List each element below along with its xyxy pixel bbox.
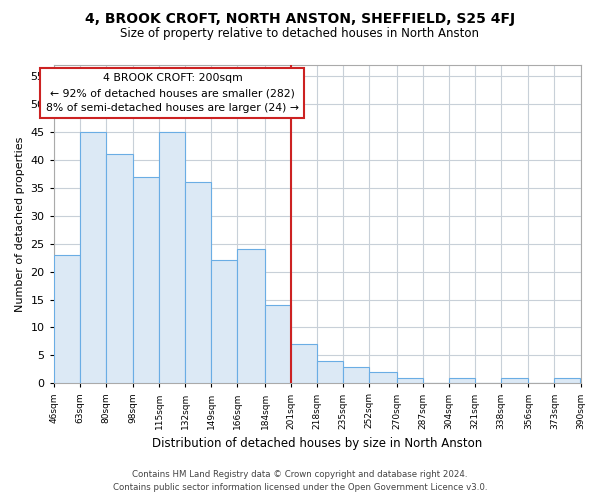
X-axis label: Distribution of detached houses by size in North Anston: Distribution of detached houses by size … [152,437,482,450]
Bar [369,372,397,384]
Text: 4, BROOK CROFT, NORTH ANSTON, SHEFFIELD, S25 4FJ: 4, BROOK CROFT, NORTH ANSTON, SHEFFIELD,… [85,12,515,26]
Bar [291,344,317,384]
Text: 4 BROOK CROFT: 200sqm
← 92% of detached houses are smaller (282)
8% of semi-deta: 4 BROOK CROFT: 200sqm ← 92% of detached … [46,74,299,113]
Bar [501,378,529,384]
Text: Size of property relative to detached houses in North Anston: Size of property relative to detached ho… [121,28,479,40]
Bar [106,154,133,384]
Bar [317,361,343,384]
Bar [449,378,475,384]
Bar [133,176,160,384]
Y-axis label: Number of detached properties: Number of detached properties [15,136,25,312]
Bar [554,378,580,384]
Bar [397,378,423,384]
Bar [238,250,265,384]
Bar [54,255,80,384]
Bar [265,305,291,384]
Bar [343,366,369,384]
Bar [80,132,106,384]
Bar [185,182,211,384]
Bar [160,132,185,384]
Bar [211,260,238,384]
Text: Contains HM Land Registry data © Crown copyright and database right 2024.
Contai: Contains HM Land Registry data © Crown c… [113,470,487,492]
